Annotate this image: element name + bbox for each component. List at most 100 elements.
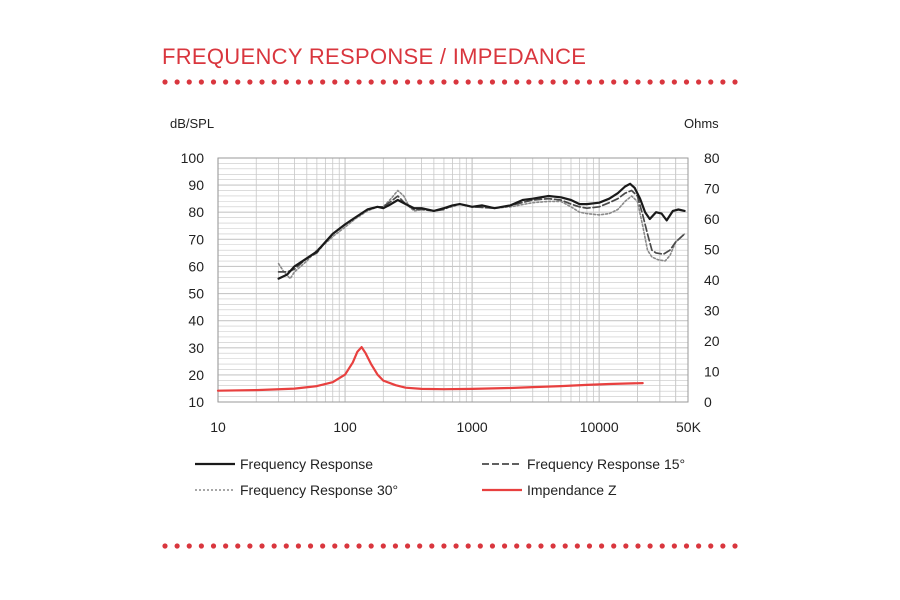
divider-dot: [295, 543, 302, 549]
axis-ticks: 1020304050607080901000102030405060708010…: [181, 150, 720, 435]
divider-dot: [453, 79, 459, 85]
divider-dot: [501, 543, 508, 549]
x-tick-label: 10000: [580, 419, 619, 435]
divider-dot: [696, 543, 702, 549]
divider-dot: [623, 79, 629, 85]
divider-dot: [720, 543, 726, 549]
page-title: FREQUENCY RESPONSE / IMPEDANCE: [162, 44, 587, 69]
divider-dot: [344, 543, 350, 549]
divider-dot: [526, 79, 532, 85]
divider-dot: [320, 79, 326, 85]
divider-dot: [647, 79, 653, 85]
divider-dot: [550, 79, 556, 85]
divider-dot: [259, 79, 265, 85]
divider-dot: [465, 79, 471, 85]
divider-dot: [708, 79, 714, 85]
divider-dot: [332, 79, 338, 85]
divider-dot: [489, 543, 496, 549]
divider-dot: [259, 543, 265, 549]
divider-dot: [562, 543, 568, 549]
plot-frame: [217, 157, 689, 403]
divider-dot: [514, 543, 520, 549]
divider-dot: [720, 79, 726, 85]
divider-dot: [344, 79, 350, 85]
divider-dot: [683, 543, 690, 549]
divider-dot: [223, 79, 229, 85]
dotted-divider-bottom: [162, 543, 738, 549]
divider-dot: [441, 79, 447, 85]
divider-dot: [611, 79, 617, 85]
divider-dot: [162, 79, 168, 85]
divider-dot: [659, 543, 665, 549]
divider-dot: [320, 543, 326, 549]
y-tick-label: 70: [188, 231, 204, 247]
divider-dot: [635, 543, 641, 549]
divider-dot: [283, 79, 289, 85]
y2-tick-label: 60: [704, 211, 720, 227]
divider-dot: [332, 543, 338, 549]
series-line-3: [216, 346, 644, 392]
divider-dot: [574, 543, 580, 549]
divider-dot: [417, 79, 423, 85]
divider-dot: [235, 543, 241, 549]
divider-dot: [465, 543, 471, 549]
y-axis-unit-label: dB/SPL: [170, 116, 214, 131]
y-tick-label: 90: [188, 177, 204, 193]
divider-dot: [392, 79, 399, 85]
divider-dot: [380, 79, 386, 85]
divider-dot: [404, 543, 411, 549]
divider-dot: [247, 79, 253, 85]
divider-dot: [283, 543, 289, 549]
divider-dot: [598, 79, 605, 85]
divider-dot: [271, 79, 277, 85]
y-tick-label: 30: [188, 340, 204, 356]
y2-tick-label: 70: [704, 181, 720, 197]
x-tick-label: 100: [333, 419, 357, 435]
divider-dot: [368, 543, 374, 549]
divider-dot: [550, 543, 556, 549]
divider-dot: [623, 543, 629, 549]
divider-dot: [198, 543, 204, 549]
divider-dot: [501, 79, 508, 85]
divider-dot: [635, 79, 641, 85]
divider-dot: [586, 543, 593, 549]
chart-series: [216, 182, 686, 392]
divider-dot: [477, 543, 483, 549]
divider-dot: [356, 543, 362, 549]
divider-dot: [562, 79, 568, 85]
x-tick-label: 1000: [457, 419, 488, 435]
divider-dot: [671, 543, 677, 549]
dotted-divider-top: [162, 79, 738, 85]
divider-dot: [210, 543, 217, 549]
y-tick-label: 10: [188, 394, 204, 410]
y2-tick-label: 0: [704, 394, 712, 410]
plot-border: [217, 157, 689, 403]
divider-dot: [271, 543, 277, 549]
divider-dot: [223, 543, 229, 549]
divider-dot: [683, 79, 690, 85]
divider-dot: [356, 79, 362, 85]
y-tick-label: 50: [188, 286, 204, 302]
divider-dot: [307, 543, 314, 549]
y-tick-label: 60: [188, 258, 204, 274]
x-tick-label: 50K: [676, 419, 702, 435]
x-tick-label: 10: [210, 419, 226, 435]
y2-tick-label: 10: [704, 364, 720, 380]
legend-label-2: Frequency Response 30°: [240, 482, 398, 498]
y-tick-label: 80: [188, 204, 204, 220]
divider-dot: [429, 543, 435, 549]
divider-dot: [538, 79, 544, 85]
divider-dot: [429, 79, 435, 85]
legend-label-1: Frequency Response 15°: [527, 456, 685, 472]
y-tick-label: 20: [188, 367, 204, 383]
divider-dot: [404, 79, 411, 85]
divider-dot: [295, 79, 302, 85]
divider-dot: [732, 79, 738, 85]
y2-tick-label: 30: [704, 303, 720, 319]
divider-dot: [598, 543, 605, 549]
y2-tick-label: 40: [704, 272, 720, 288]
divider-dot: [307, 79, 314, 85]
divider-dot: [671, 79, 677, 85]
divider-dot: [247, 543, 253, 549]
